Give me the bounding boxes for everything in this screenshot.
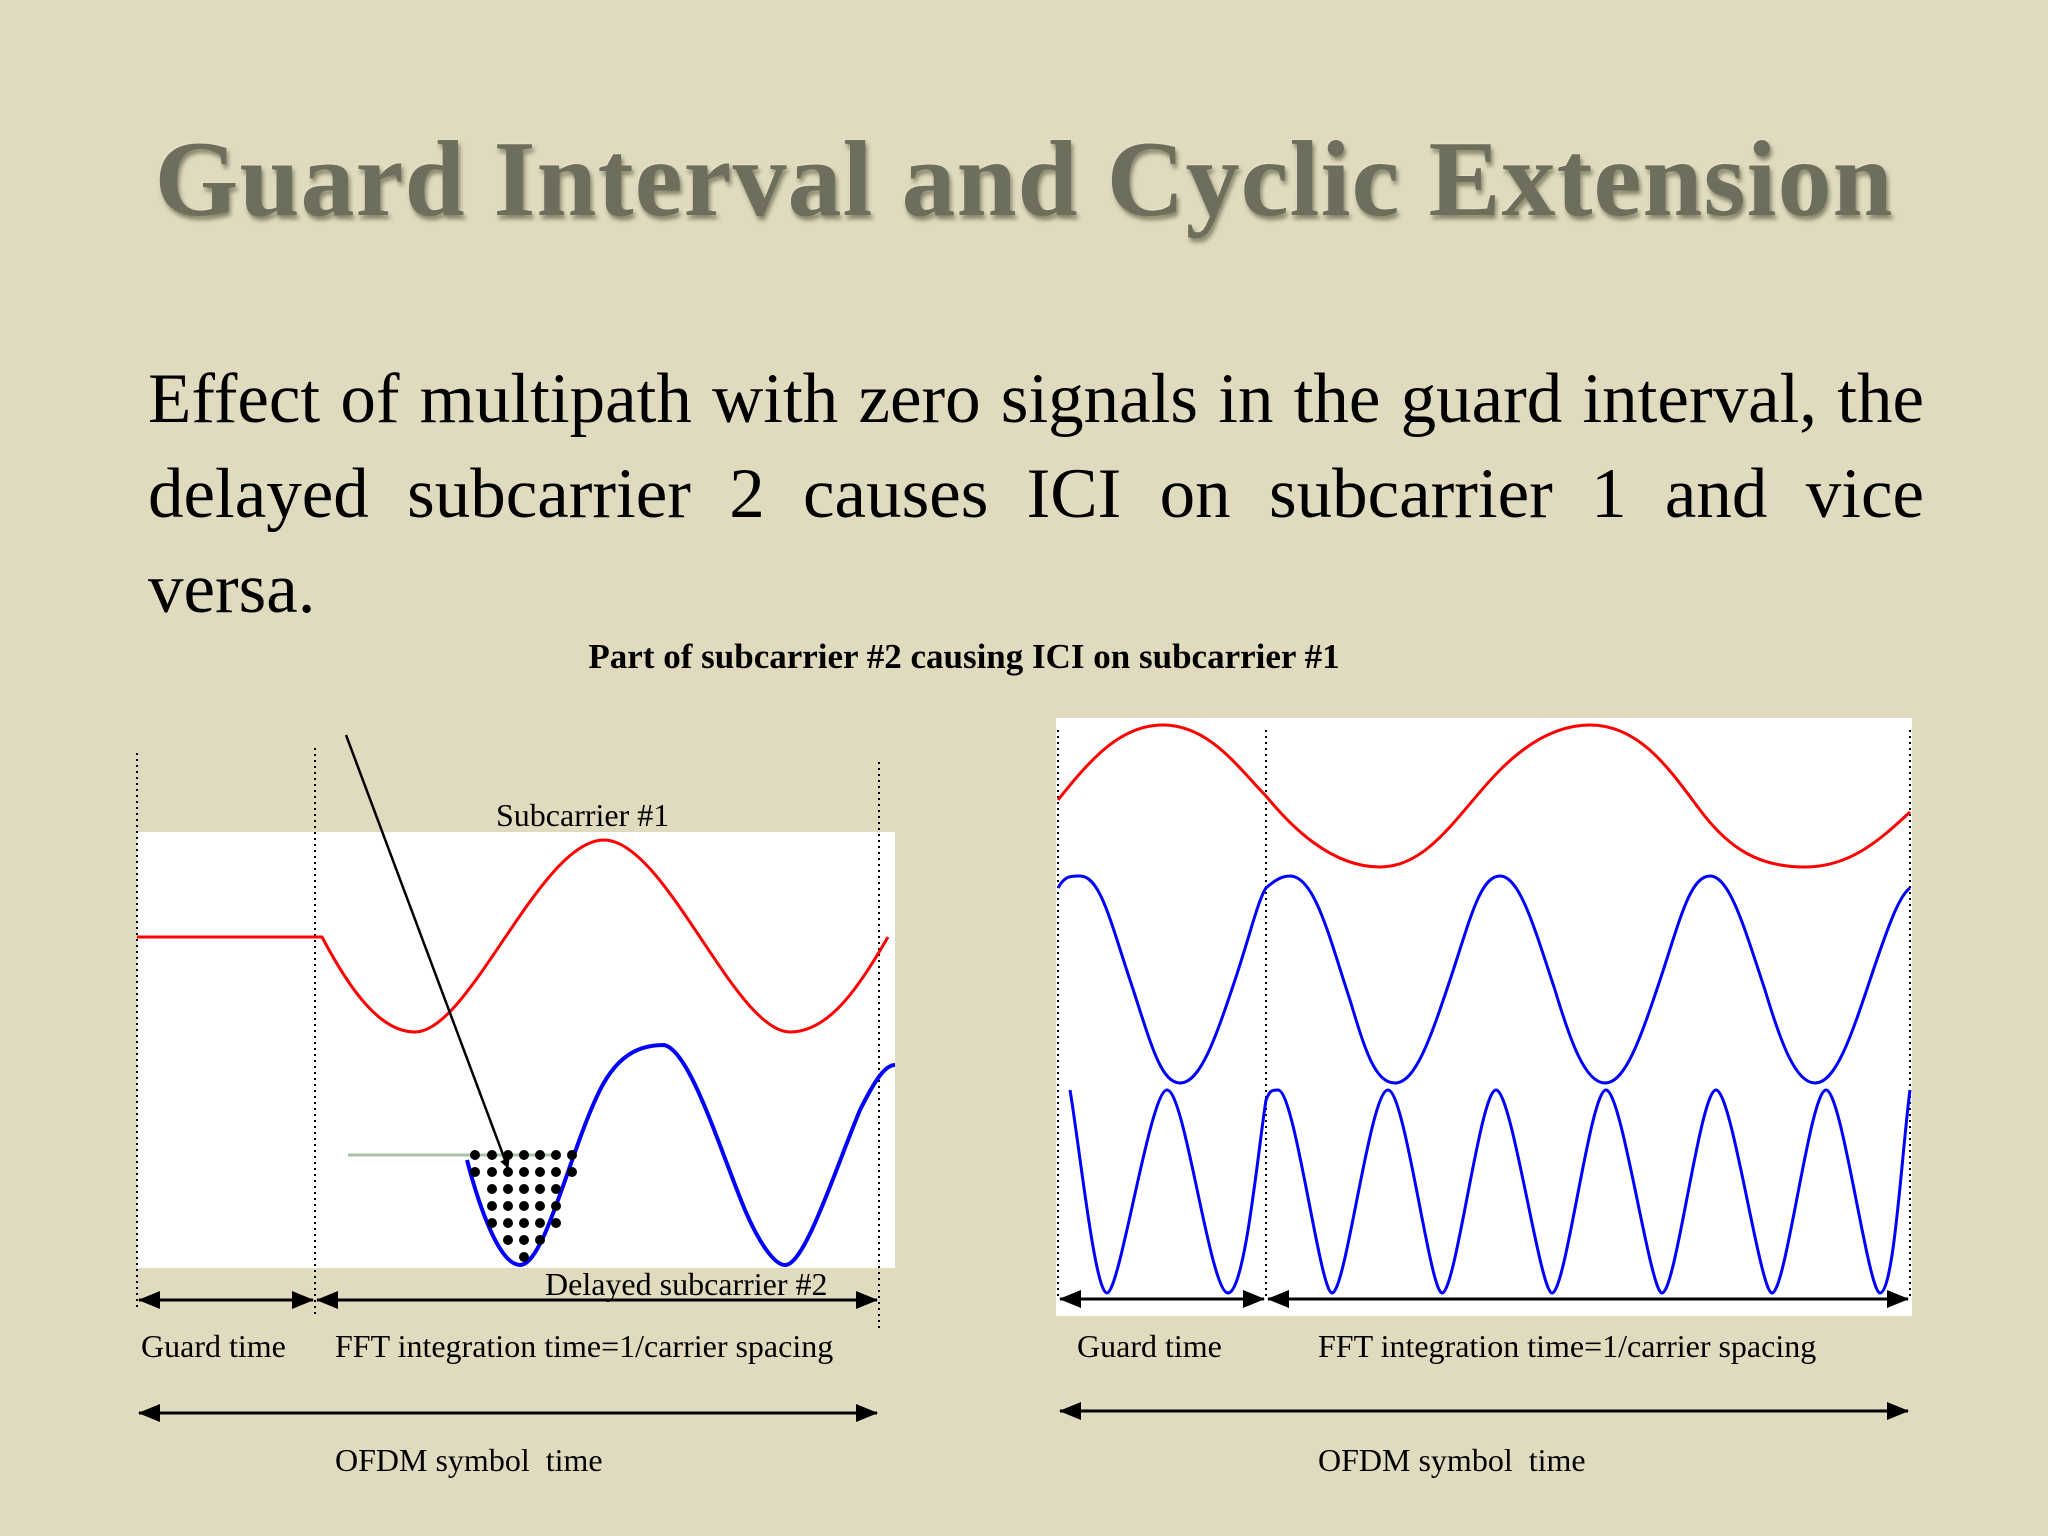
subcarrier-1-wave <box>137 838 890 1034</box>
left-symbol-time-label: OFDM symbol time <box>335 1442 603 1478</box>
right-guard-time-label: Guard time <box>1077 1328 1222 1364</box>
ici-region-dots <box>470 1150 577 1262</box>
right-symbol-time-label: OFDM symbol time <box>1318 1442 1586 1478</box>
right-fft-time-label: FFT integration time=1/carrier spacing <box>1318 1328 1817 1364</box>
right-subcarrier-1-wave <box>1056 723 1912 869</box>
slide-title: Guard Interval and Cyclic Extension <box>154 120 1894 239</box>
right-plot-area <box>1056 718 1912 1316</box>
left-plot-area <box>137 832 895 1268</box>
delayed-subcarrier-2-wave <box>465 1042 896 1268</box>
left-fft-time-label: FFT integration time=1/carrier spacing <box>335 1328 834 1364</box>
ici-pointer-arrow <box>344 734 510 1169</box>
ici-caption: Part of subcarrier #2 causing ICI on sub… <box>588 637 1340 676</box>
left-guard-time-label: Guard time <box>141 1328 286 1364</box>
right-diagram <box>1056 718 1912 1420</box>
left-diagram <box>136 734 896 1422</box>
subcarrier-1-label: Subcarrier #1 <box>496 797 670 833</box>
right-subcarrier-3-wave <box>1068 1088 1912 1295</box>
right-subcarrier-2-wave <box>1056 874 1911 1085</box>
delayed-subcarrier-2-label: Delayed subcarrier #2 <box>545 1266 828 1302</box>
body-paragraph: Effect of multipath with zero signals in… <box>148 360 1924 628</box>
